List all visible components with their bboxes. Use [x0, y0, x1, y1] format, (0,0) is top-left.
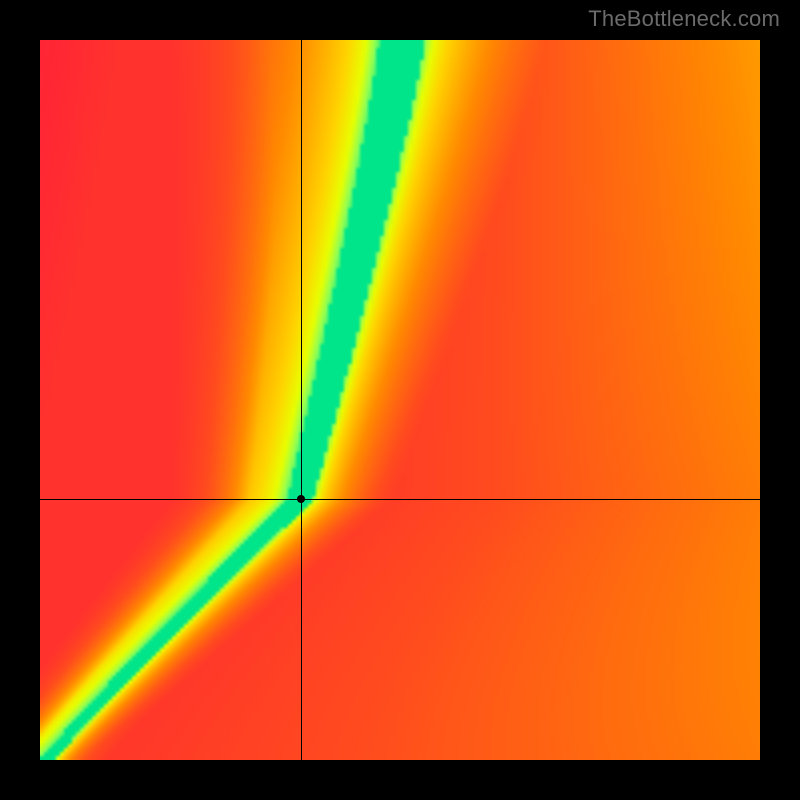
heatmap-plot-area [40, 40, 760, 760]
crosshair-horizontal-line [40, 499, 760, 500]
crosshair-vertical-line [301, 40, 302, 760]
marker-dot [297, 495, 305, 503]
watermark-text: TheBottleneck.com [588, 6, 780, 32]
heatmap-canvas [40, 40, 760, 760]
